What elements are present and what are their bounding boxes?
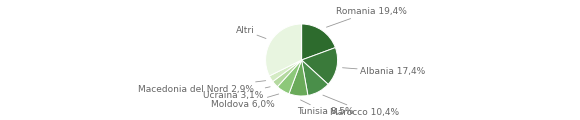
- Wedge shape: [273, 60, 302, 87]
- Wedge shape: [289, 60, 308, 96]
- Text: Tunisia 8,5%: Tunisia 8,5%: [297, 100, 353, 117]
- Text: Ucraina 3,1%: Ucraina 3,1%: [202, 87, 270, 100]
- Text: Altri: Altri: [235, 26, 266, 39]
- Text: Moldova 6,0%: Moldova 6,0%: [211, 94, 279, 109]
- Text: Romania 19,4%: Romania 19,4%: [327, 7, 407, 27]
- Wedge shape: [302, 60, 328, 95]
- Text: Marocco 10,4%: Marocco 10,4%: [323, 95, 400, 117]
- Text: Macedonia del Nord 2,9%: Macedonia del Nord 2,9%: [138, 81, 266, 94]
- Wedge shape: [302, 24, 335, 60]
- Wedge shape: [269, 60, 302, 81]
- Wedge shape: [302, 48, 338, 84]
- Text: Albania 17,4%: Albania 17,4%: [343, 67, 425, 76]
- Wedge shape: [277, 60, 302, 94]
- Wedge shape: [266, 24, 302, 76]
